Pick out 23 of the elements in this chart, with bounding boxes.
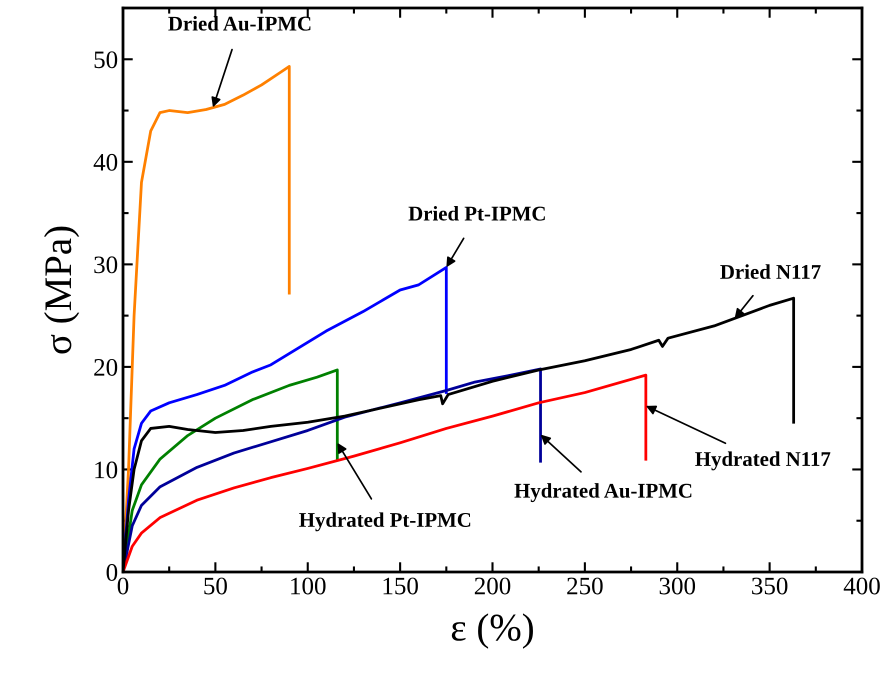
x-tick-label: 100 (291, 578, 326, 594)
x-tick-label: 0 (118, 578, 128, 594)
y-tick-label: 20 (94, 358, 118, 376)
x-tick-label: 250 (567, 578, 603, 594)
y-axis-title: σ (MPa) (44, 226, 80, 354)
y-tick-label: 30 (94, 256, 118, 274)
annotation: Hydrated Pt-IPMC (299, 512, 470, 532)
x-axis-title: ε (%) (452, 613, 533, 649)
annotation: Hydrated N117 (695, 451, 830, 470)
y-tick-label: 40 (94, 154, 118, 171)
x-tick-label: 150 (384, 578, 418, 594)
x-tick-label: 300 (660, 578, 696, 594)
y-tick-label: 10 (95, 462, 118, 478)
y-tick-label: 0 (106, 564, 118, 581)
annotation: Dried Pt-IPMC (408, 206, 545, 221)
x-tick-label: 350 (752, 578, 788, 594)
y-tick-label: 50 (94, 51, 118, 68)
x-tick-label: 200 (474, 578, 510, 594)
annotation: Hydrated Au-IPMC (514, 483, 692, 502)
x-tick-label: 400 (844, 578, 880, 594)
annotation: Dried Au-IPMC (168, 16, 310, 31)
x-tick-label: 50 (204, 578, 227, 594)
annotation: Dried N117 (720, 264, 821, 279)
